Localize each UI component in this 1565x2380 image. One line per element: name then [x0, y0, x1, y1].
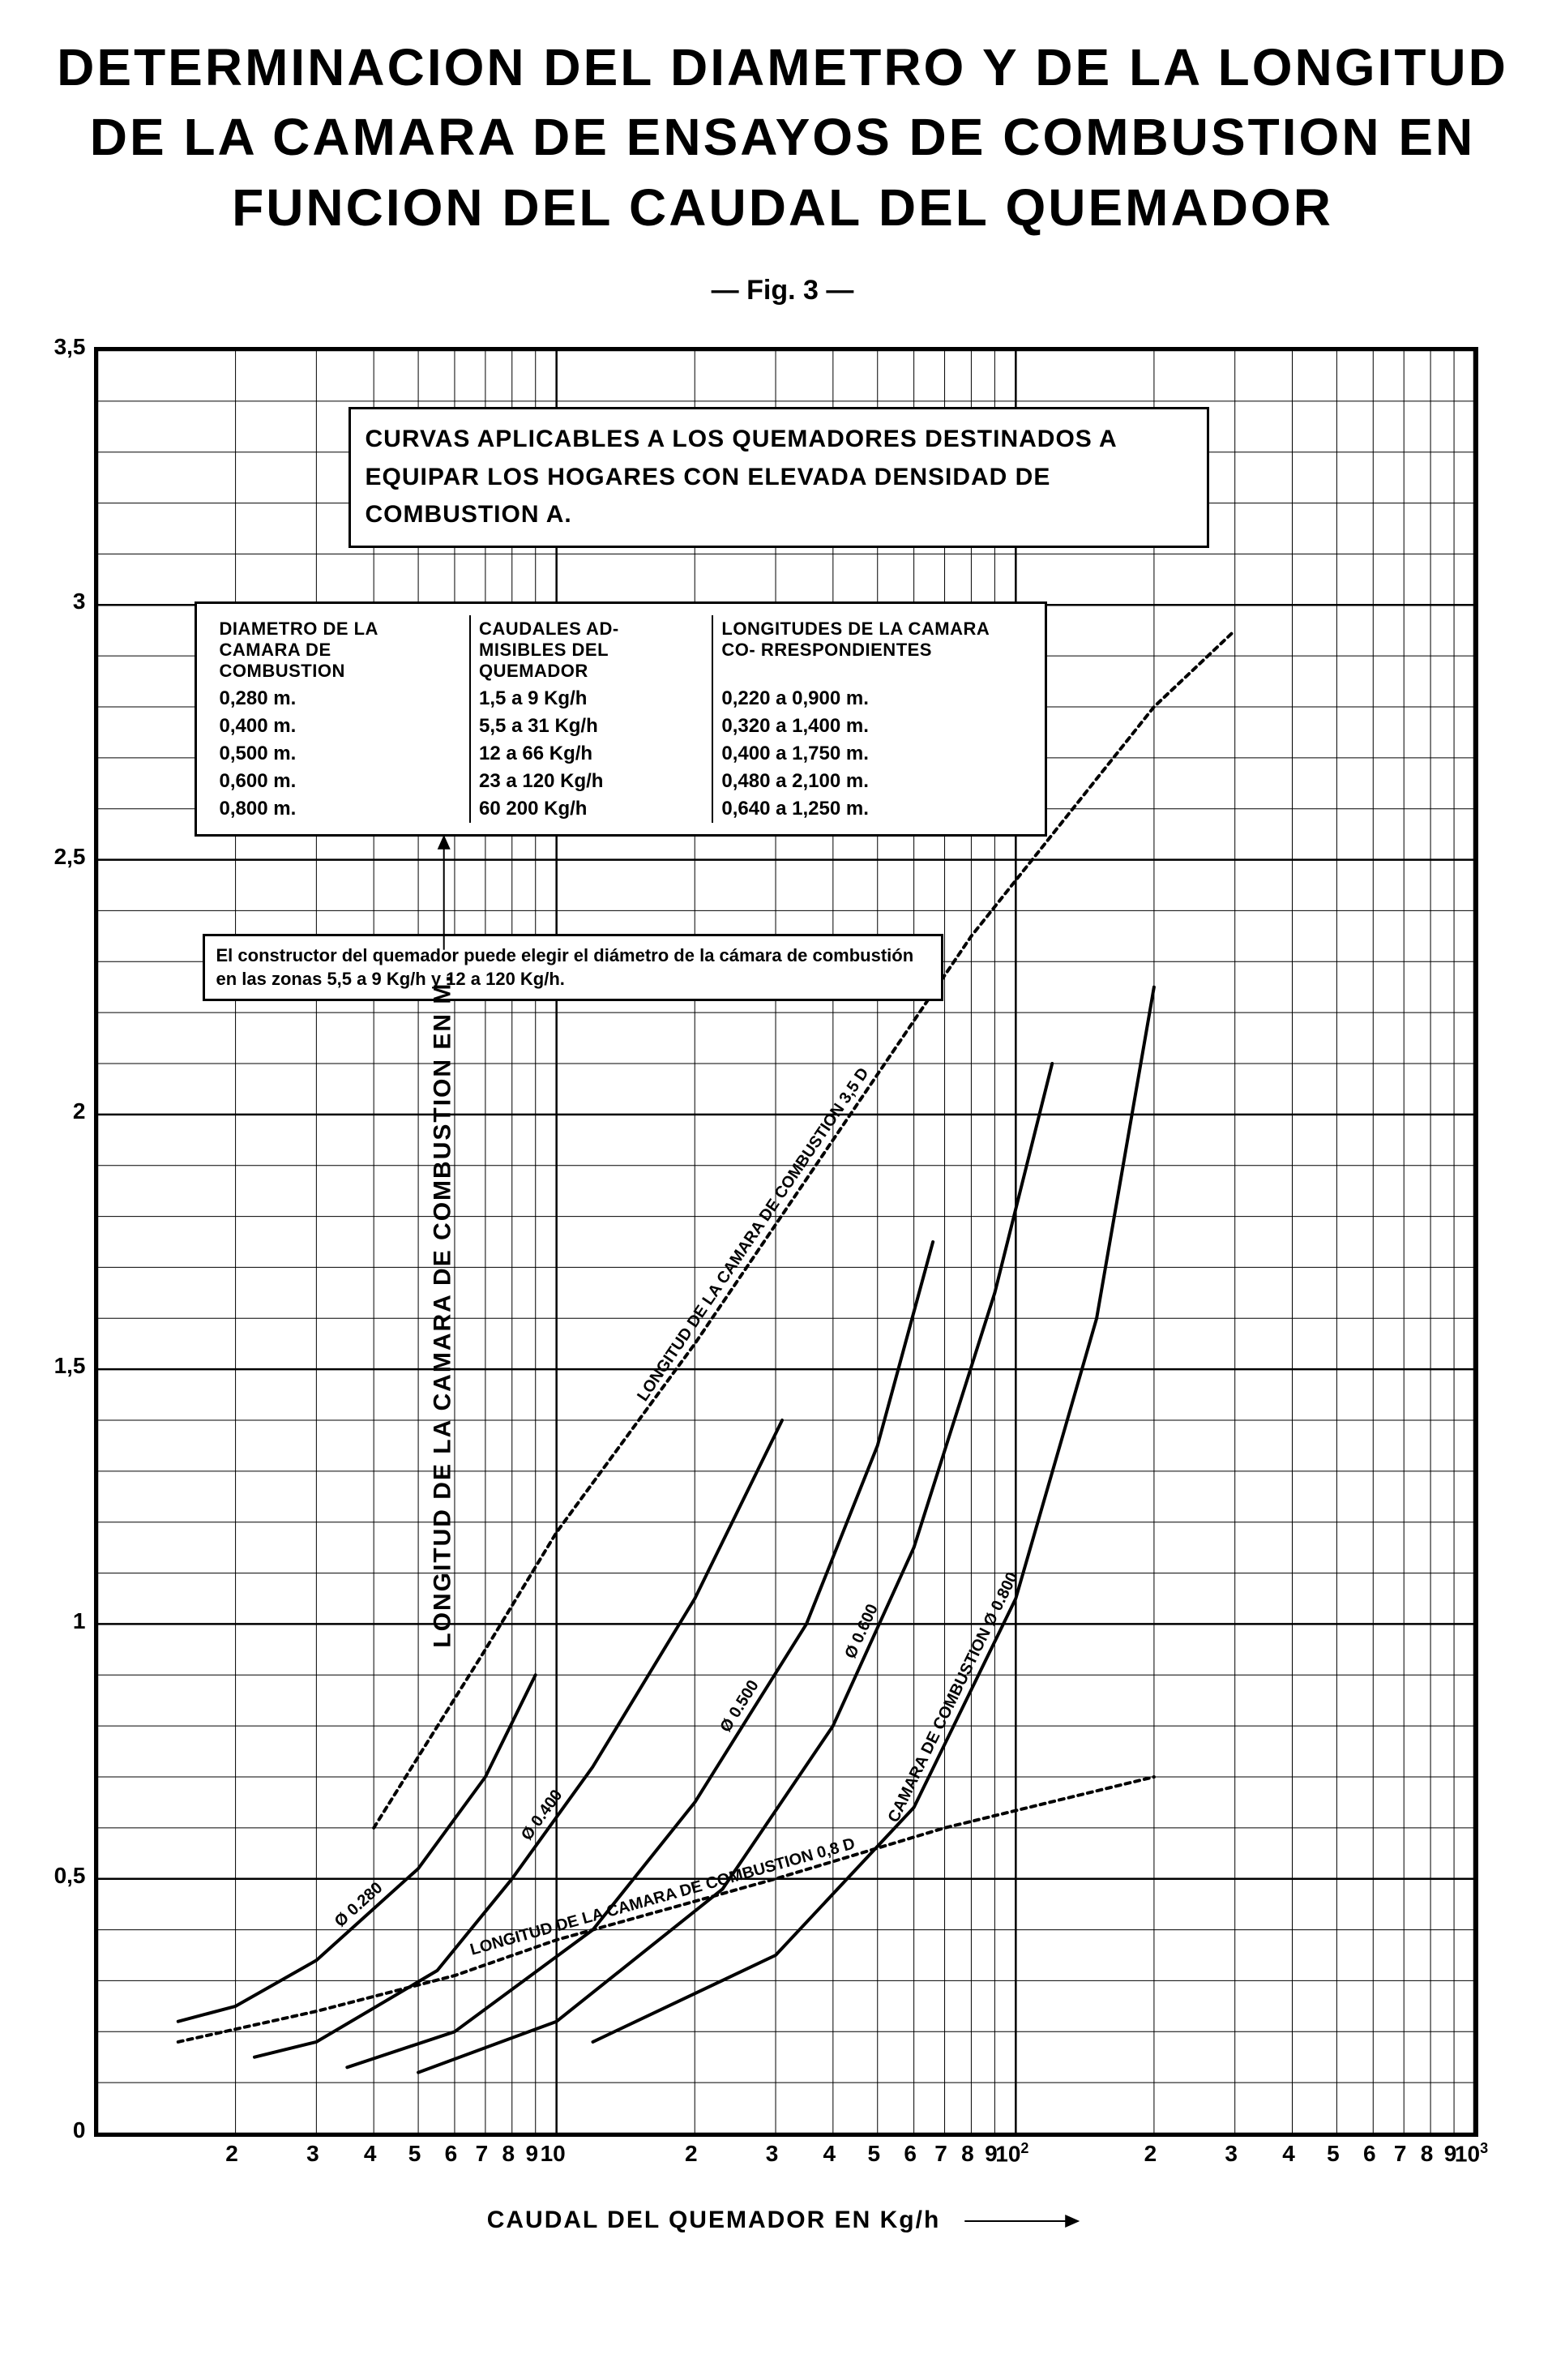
y-tick: 3,5: [37, 334, 86, 360]
x-tick-decade: 103: [1455, 2140, 1488, 2167]
x-tick: 4: [364, 2141, 377, 2167]
x-tick: 6: [1363, 2141, 1376, 2167]
x-tick-decade: 102: [995, 2140, 1028, 2167]
page: DETERMINACION DEL DIAMETRO Y DE LA LONGI…: [0, 0, 1565, 2315]
x-tick: 8: [961, 2141, 974, 2167]
x-axis-label: CAUDAL DEL QUEMADOR EN Kg/h: [487, 2207, 1079, 2234]
x-tick: 5: [867, 2141, 880, 2167]
y-tick: 1: [37, 1608, 86, 1634]
x-tick: 6: [445, 2141, 458, 2167]
x-tick: 2: [225, 2141, 238, 2167]
y-tick: 1,5: [37, 1353, 86, 1379]
y-tick: 0,5: [37, 1863, 86, 1889]
x-tick: 6: [904, 2141, 917, 2167]
x-tick: 9: [525, 2141, 538, 2167]
x-tick: 4: [823, 2141, 836, 2167]
x-tick: 4: [1282, 2141, 1295, 2167]
x-tick-decade: 10: [541, 2141, 566, 2167]
y-tick: 2,5: [37, 844, 86, 870]
x-tick: 3: [1225, 2141, 1238, 2167]
x-tick: 5: [408, 2141, 421, 2167]
x-tick: 2: [685, 2141, 698, 2167]
x-tick: 7: [934, 2141, 947, 2167]
x-tick: 5: [1327, 2141, 1340, 2167]
x-tick: 7: [1394, 2141, 1407, 2167]
y-tick: 3: [37, 589, 86, 614]
page-title: DETERMINACION DEL DIAMETRO Y DE LA LONGI…: [24, 32, 1541, 242]
x-tick: 8: [1421, 2141, 1434, 2167]
x-tick: 7: [476, 2141, 489, 2167]
x-tick: 8: [502, 2141, 515, 2167]
y-tick: 0: [37, 2117, 86, 2143]
x-ticks: 23456789102345678910223456789103: [94, 347, 1472, 2130]
figure-label: — Fig. 3 —: [24, 275, 1541, 306]
y-tick: 2: [37, 1098, 86, 1124]
x-tick: 3: [766, 2141, 779, 2167]
x-tick: 3: [306, 2141, 319, 2167]
arrow-icon: [964, 2220, 1078, 2222]
x-tick: 2: [1144, 2141, 1157, 2167]
